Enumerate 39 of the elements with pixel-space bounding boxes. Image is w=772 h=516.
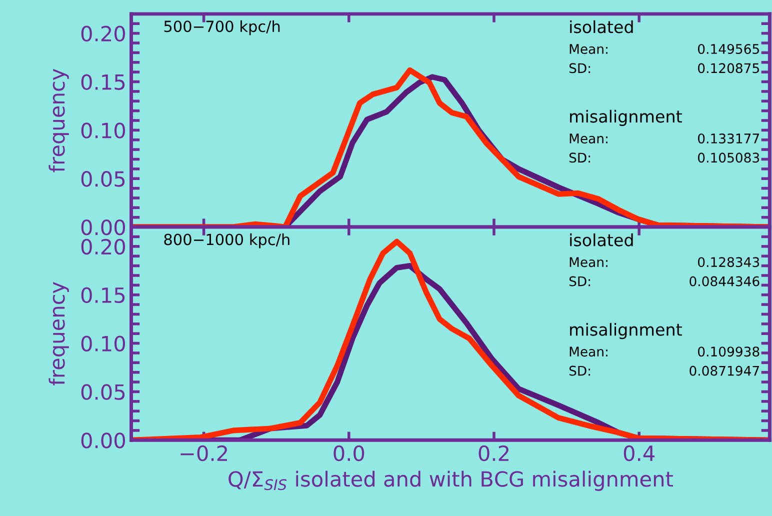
annotation: Mean: (570, 134, 608, 144)
annotation: isolated (570, 233, 633, 246)
y-tick-label: 0.15 (81, 74, 125, 90)
y-tick-label: 0.05 (81, 384, 125, 400)
annotation: misalignment (570, 322, 682, 340)
annotation: Mean: (570, 346, 608, 357)
y-axis-title: frequency (48, 282, 69, 386)
annotation: SD: (569, 63, 590, 74)
y-axis-title: frequency (48, 68, 69, 172)
y-tick-label: 0.00 (81, 219, 125, 236)
annotation: 0.128343 (698, 257, 760, 268)
annotation: isolated (570, 20, 633, 34)
annotation: 0.0871947 (690, 366, 759, 376)
y-tick-label: 0.10 (81, 122, 125, 138)
x-tick-label: −0.2 (180, 445, 227, 462)
x-tick-label: 0.2 (478, 445, 508, 462)
y-tick-label: 0.05 (81, 171, 125, 187)
annotation: SD: (569, 366, 590, 376)
annotation: 0.109938 (698, 346, 760, 357)
annotation: SD: (569, 152, 590, 163)
annotation: 0.105083 (698, 152, 760, 163)
annotation: 0.120875 (698, 63, 759, 74)
x-tick-label: 0.0 (334, 445, 364, 462)
annotation: 0.0844346 (690, 276, 760, 286)
chart-title: 500−700 kpc/h (164, 20, 280, 36)
x-axis-title: Q/Σ$_{SIS}$ isolated and with BCG misalignment (228, 470, 673, 491)
annotation: 0.133177 (698, 134, 759, 144)
annotation: SD: (569, 276, 590, 286)
y-tick-label: 0.15 (81, 287, 125, 304)
annotation: misalignment (570, 110, 682, 126)
annotation: Mean: (570, 257, 608, 268)
annotation: Mean: (570, 44, 608, 54)
annotation: 0.149565 (698, 44, 759, 54)
y-tick-label: 0.20 (81, 238, 125, 255)
y-tick-label: 0.00 (81, 432, 125, 448)
x-tick-label: 0.4 (624, 445, 654, 462)
y-tick-label: 0.20 (81, 26, 125, 42)
chart-title: 800−1000 kpc/h (164, 233, 290, 248)
y-tick-label: 0.10 (81, 336, 125, 352)
